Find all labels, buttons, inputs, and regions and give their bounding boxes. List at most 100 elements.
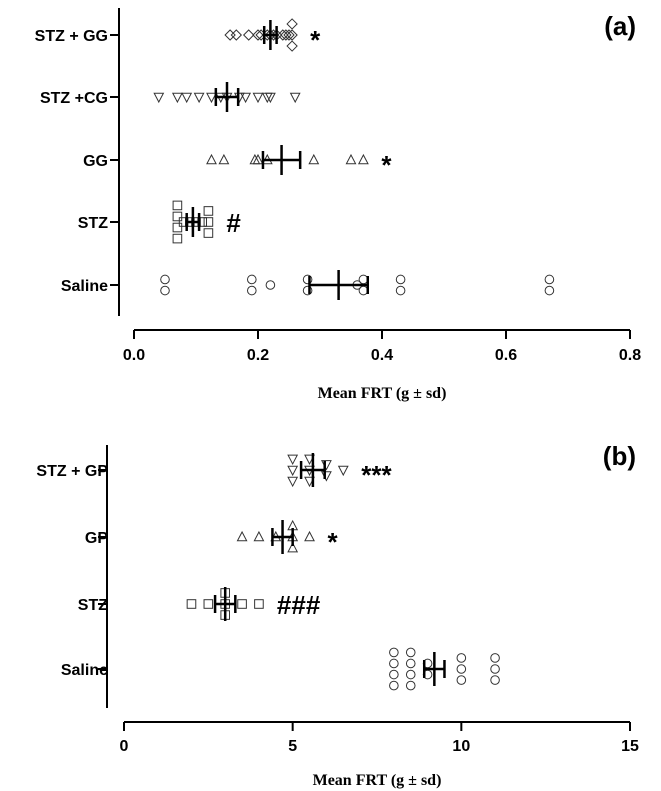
data-point (456, 664, 467, 674)
data-point (287, 465, 299, 477)
category-label: STZ (78, 215, 108, 232)
panel-b: 0 5 10 15 Mean FRT (g ± sd) (b) STZ + GP *** GP *… (36, 441, 639, 789)
data-point (252, 153, 264, 165)
data-point (186, 599, 197, 609)
data-point (203, 599, 214, 609)
data-point (254, 599, 264, 609)
significance-marker: * (381, 150, 392, 180)
data-point (172, 233, 183, 244)
data-point (456, 653, 467, 663)
data-point (252, 29, 264, 41)
data-point (286, 40, 298, 52)
x-tick-label: 0.8 (619, 347, 641, 364)
data-point (544, 274, 555, 285)
data-point (405, 680, 416, 691)
data-point (247, 274, 257, 285)
data-point (490, 664, 500, 674)
data-point (287, 476, 299, 488)
data-point (193, 92, 205, 104)
panel-a: 0.0 0.2 0.4 0.6 0.8 Mean FRT (g ± sd) (a) STZ +… (35, 8, 641, 402)
data-point (280, 29, 292, 41)
data-point (302, 274, 313, 285)
data-point (304, 530, 315, 542)
data-point (287, 541, 299, 553)
x-tick-label: 10 (452, 738, 470, 755)
category-label: STZ (78, 597, 108, 614)
data-point (203, 217, 214, 227)
data-point (218, 153, 230, 165)
data-point (277, 29, 289, 41)
data-point (490, 675, 500, 685)
data-point (286, 29, 298, 41)
data-point (236, 530, 248, 542)
data-point (160, 285, 170, 296)
data-point (389, 669, 399, 680)
x-tick-label: 0.2 (247, 347, 269, 364)
data-point (206, 92, 217, 104)
significance-marker: * (310, 25, 321, 55)
data-point (240, 92, 252, 104)
data-point (286, 18, 298, 30)
data-point (172, 200, 183, 211)
data-point (395, 285, 406, 296)
data-point (230, 29, 243, 41)
data-point (247, 285, 257, 296)
data-point (405, 647, 416, 658)
data-point (345, 153, 357, 165)
significance-marker: ### (277, 590, 321, 620)
x-tick-label: 0 (120, 738, 129, 755)
significance-marker: *** (361, 460, 392, 490)
data-point (264, 92, 276, 104)
x-tick-label: 0.4 (371, 347, 393, 364)
data-point (456, 675, 467, 685)
x-axis-title: Mean FRT (g ± sd) (318, 385, 447, 402)
panel-label: (b) (603, 441, 636, 471)
data-point (224, 29, 236, 41)
data-point (181, 92, 193, 104)
data-point (283, 29, 295, 41)
data-point (203, 206, 214, 216)
data-point (389, 647, 399, 658)
data-point (308, 153, 320, 165)
data-point (320, 460, 332, 471)
data-point (160, 274, 170, 285)
significance-marker: # (226, 208, 241, 238)
significance-marker: * (328, 527, 339, 557)
data-point (302, 285, 313, 296)
x-tick-label: 0.6 (495, 347, 517, 364)
data-point (358, 274, 369, 285)
category-label: Saline (61, 662, 108, 679)
category-label: STZ +CG (40, 90, 108, 107)
data-point (389, 658, 399, 669)
data-point (337, 465, 349, 477)
x-tick-label: 5 (288, 738, 297, 755)
category-label: STZ + GP (36, 463, 108, 480)
data-point (265, 280, 276, 290)
data-point (389, 680, 399, 691)
data-point (405, 658, 416, 669)
panel-label: (a) (604, 11, 636, 41)
data-point (172, 222, 183, 233)
data-point (172, 211, 183, 222)
data-point (252, 92, 264, 104)
data-point (320, 471, 332, 482)
data-point (490, 653, 500, 663)
data-point (242, 29, 255, 41)
data-point (237, 599, 247, 609)
x-tick-label: 0.0 (123, 347, 145, 364)
data-point (358, 285, 369, 296)
x-axis-title: Mean FRT (g ± sd) (313, 772, 442, 789)
x-tick-label: 15 (621, 738, 639, 755)
data-point (249, 153, 261, 165)
data-point (357, 153, 369, 165)
data-point (171, 92, 183, 104)
data-point (287, 454, 299, 466)
data-point (253, 530, 265, 542)
data-point (261, 92, 273, 104)
category-label: GG (83, 153, 108, 170)
data-point (153, 92, 165, 104)
data-point (395, 274, 406, 285)
data-point (206, 153, 217, 165)
category-label: Saline (61, 278, 108, 295)
